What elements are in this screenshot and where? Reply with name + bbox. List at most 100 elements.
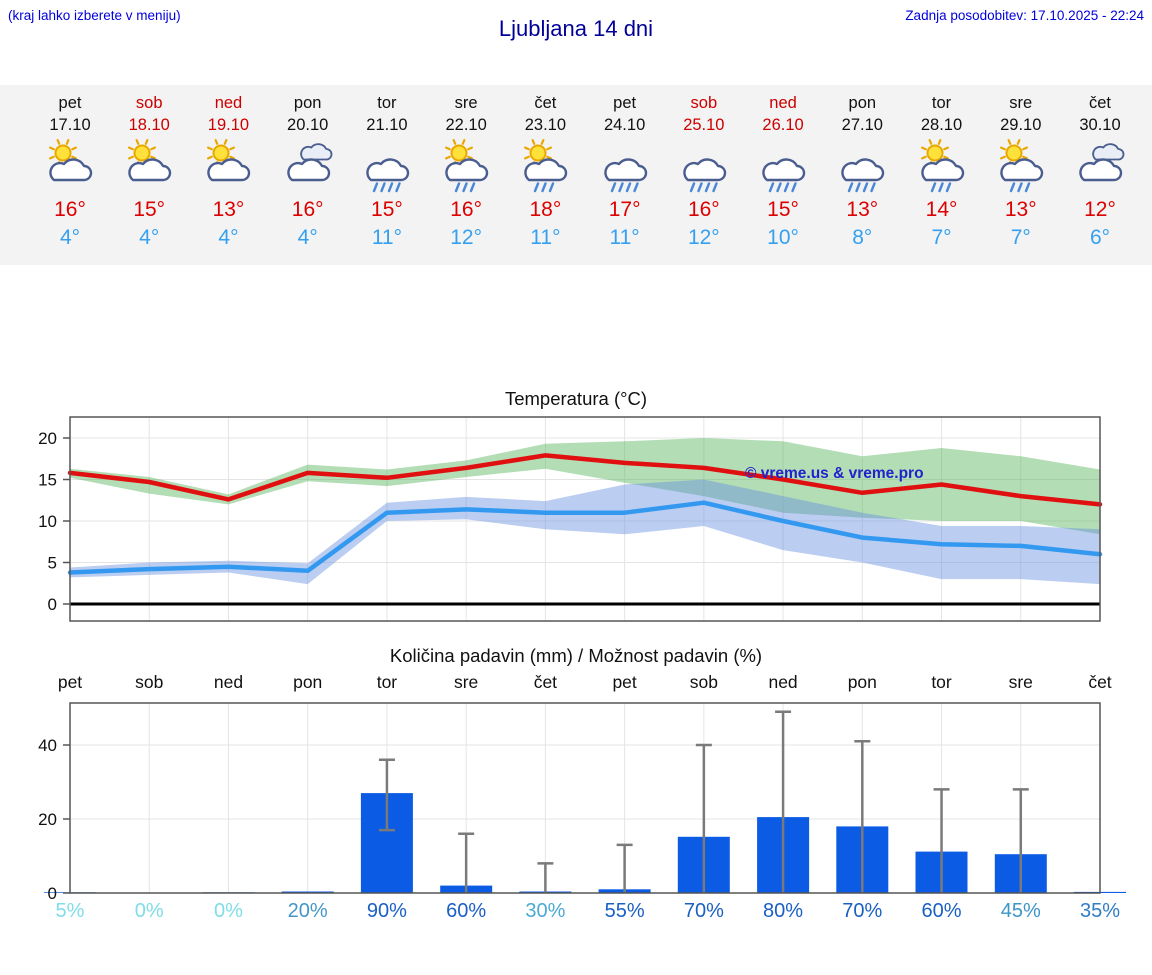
partly-sunny-icon — [49, 138, 93, 181]
precip-probability: 0% — [214, 900, 243, 922]
forecast-day-27.10[interactable]: pon 27.10 13° 8° — [822, 85, 902, 251]
day-name: sre — [1009, 94, 1033, 112]
high-temp: 18° — [529, 197, 562, 221]
cloud — [366, 157, 410, 181]
min-temp-line — [67, 500, 1103, 575]
day-name: čet — [1088, 94, 1111, 112]
high-temp: 13° — [212, 197, 245, 221]
weather-icon-slot — [109, 138, 189, 196]
weather-icon-slot — [505, 138, 585, 196]
precip-day-label: ned — [213, 672, 244, 692]
day-date: 17.10 — [49, 116, 91, 135]
sun-disc — [450, 144, 468, 162]
cloud — [445, 157, 489, 181]
day-date: 29.10 — [1000, 116, 1042, 135]
day-date: 26.10 — [762, 116, 804, 135]
precip-day-label: tor — [376, 672, 398, 692]
precip-chart-title: Količina padavin (mm) / Možnost padavin … — [389, 645, 763, 666]
day-name: pon — [293, 94, 322, 112]
high-temp: 16° — [450, 197, 483, 221]
sun-disc — [529, 144, 547, 162]
rain-icon — [683, 157, 727, 192]
weather-icon-slot — [347, 138, 427, 196]
forecast-day-26.10[interactable]: ned 26.10 15° 10° — [743, 85, 823, 251]
high-temp: 16° — [54, 197, 86, 221]
forecast-day-24.10[interactable]: pet 24.10 17° 11° — [585, 85, 665, 251]
forecast-day-30.10[interactable]: čet 30.10 12° 6° — [1060, 85, 1140, 251]
rain-drops — [930, 181, 951, 192]
weather-icon-slot — [822, 138, 902, 196]
high-temp: 15° — [371, 197, 403, 221]
weather-icon-slot — [981, 138, 1061, 196]
day-name: pet — [58, 94, 82, 112]
day-name: tor — [377, 94, 397, 112]
rain-icon — [762, 157, 806, 192]
low-temp: 4° — [297, 225, 318, 249]
rain-icon — [603, 157, 647, 192]
cloud — [128, 157, 172, 181]
low-temp: 12° — [450, 225, 483, 249]
watermark: © vreme.us & vreme.pro — [745, 465, 924, 482]
precip-day-label: sre — [453, 672, 479, 692]
day-name: sre — [454, 94, 478, 112]
day-date: 27.10 — [841, 116, 883, 135]
rain-drops — [768, 181, 797, 192]
temperature-chart: 0 5 10 15 20 © vreme.us & vreme.pro — [38, 416, 1103, 622]
forecast-day-29.10[interactable]: sre 29.10 13° 7° — [981, 85, 1061, 251]
precip-day-labels: pet sob ned pon tor sre čet pet sob ned pon tor sre č… — [0, 672, 1152, 698]
forecast-day-22.10[interactable]: sre 22.10 16° 12° — [426, 85, 506, 251]
forecast-day-18.10[interactable]: sob 18.10 15° 4° — [109, 85, 189, 251]
low-temp: 4° — [218, 225, 239, 249]
low-temp: 12° — [687, 225, 720, 249]
partly-sunny-icon — [128, 138, 172, 181]
rain-drops — [534, 181, 555, 192]
forecast-day-25.10[interactable]: sob 25.10 16° 12° — [664, 85, 744, 251]
rain-icon — [366, 157, 410, 192]
low-temp: 6° — [1089, 225, 1111, 249]
day-date: 25.10 — [683, 116, 725, 135]
temp-y-tick-label: 5 — [48, 554, 57, 573]
high-temp: 17° — [608, 197, 641, 221]
temp-y-tick-label: 0 — [48, 595, 57, 614]
low-temp: 11° — [371, 225, 403, 249]
forecast-day-19.10[interactable]: ned 19.10 13° 4° — [188, 85, 268, 251]
high-temp: 12° — [1084, 197, 1116, 221]
day-date: 21.10 — [366, 116, 408, 135]
forecast-day-20.10[interactable]: pon 20.10 16° 4° — [268, 85, 348, 251]
precip-y-tick-label: 0 — [48, 884, 57, 900]
cloud — [207, 157, 251, 181]
cloud — [683, 157, 727, 181]
precip-probability: 0% — [134, 900, 164, 922]
day-date: 20.10 — [287, 116, 329, 135]
precip-probability: 90% — [366, 900, 407, 922]
forecast-day-21.10[interactable]: tor 21.10 15° 11° — [347, 85, 427, 251]
region-select-note: (kraj lahko izberete v meniju) — [8, 8, 181, 23]
forecast-day-28.10[interactable]: tor 28.10 14° 7° — [902, 85, 982, 251]
sun-rain-icon — [524, 138, 568, 192]
low-temp: 8° — [852, 225, 873, 249]
precip-day-label: pon — [293, 672, 323, 692]
precip-probability: 70% — [683, 900, 724, 922]
precip-day-label: tor — [931, 672, 952, 692]
cloud — [1000, 157, 1043, 181]
weather-icon-slot — [426, 138, 506, 196]
sun-disc — [926, 144, 944, 162]
weather-icon-slot — [743, 138, 823, 196]
day-date: 24.10 — [603, 116, 646, 135]
forecast-day-17.10[interactable]: pet 17.10 16° 4° — [30, 85, 110, 251]
day-name: tor — [931, 94, 952, 112]
high-temp: 13° — [846, 197, 879, 221]
precipitation-chart: 0 20 40 — [38, 702, 1126, 900]
sun-disc — [133, 144, 151, 162]
day-name: sob — [690, 94, 718, 112]
precip-day-label: pon — [847, 672, 877, 692]
day-name: ned — [214, 94, 243, 112]
precip-y-tick-label: 40 — [38, 736, 57, 755]
temp-y-tick-label: 20 — [38, 429, 57, 448]
precip-day-label: sre — [1008, 672, 1033, 692]
day-name: pon — [848, 94, 877, 112]
rain-drops — [689, 181, 718, 192]
sun-rain-icon — [920, 138, 964, 192]
forecast-day-23.10[interactable]: čet 23.10 18° 11° — [505, 85, 585, 251]
